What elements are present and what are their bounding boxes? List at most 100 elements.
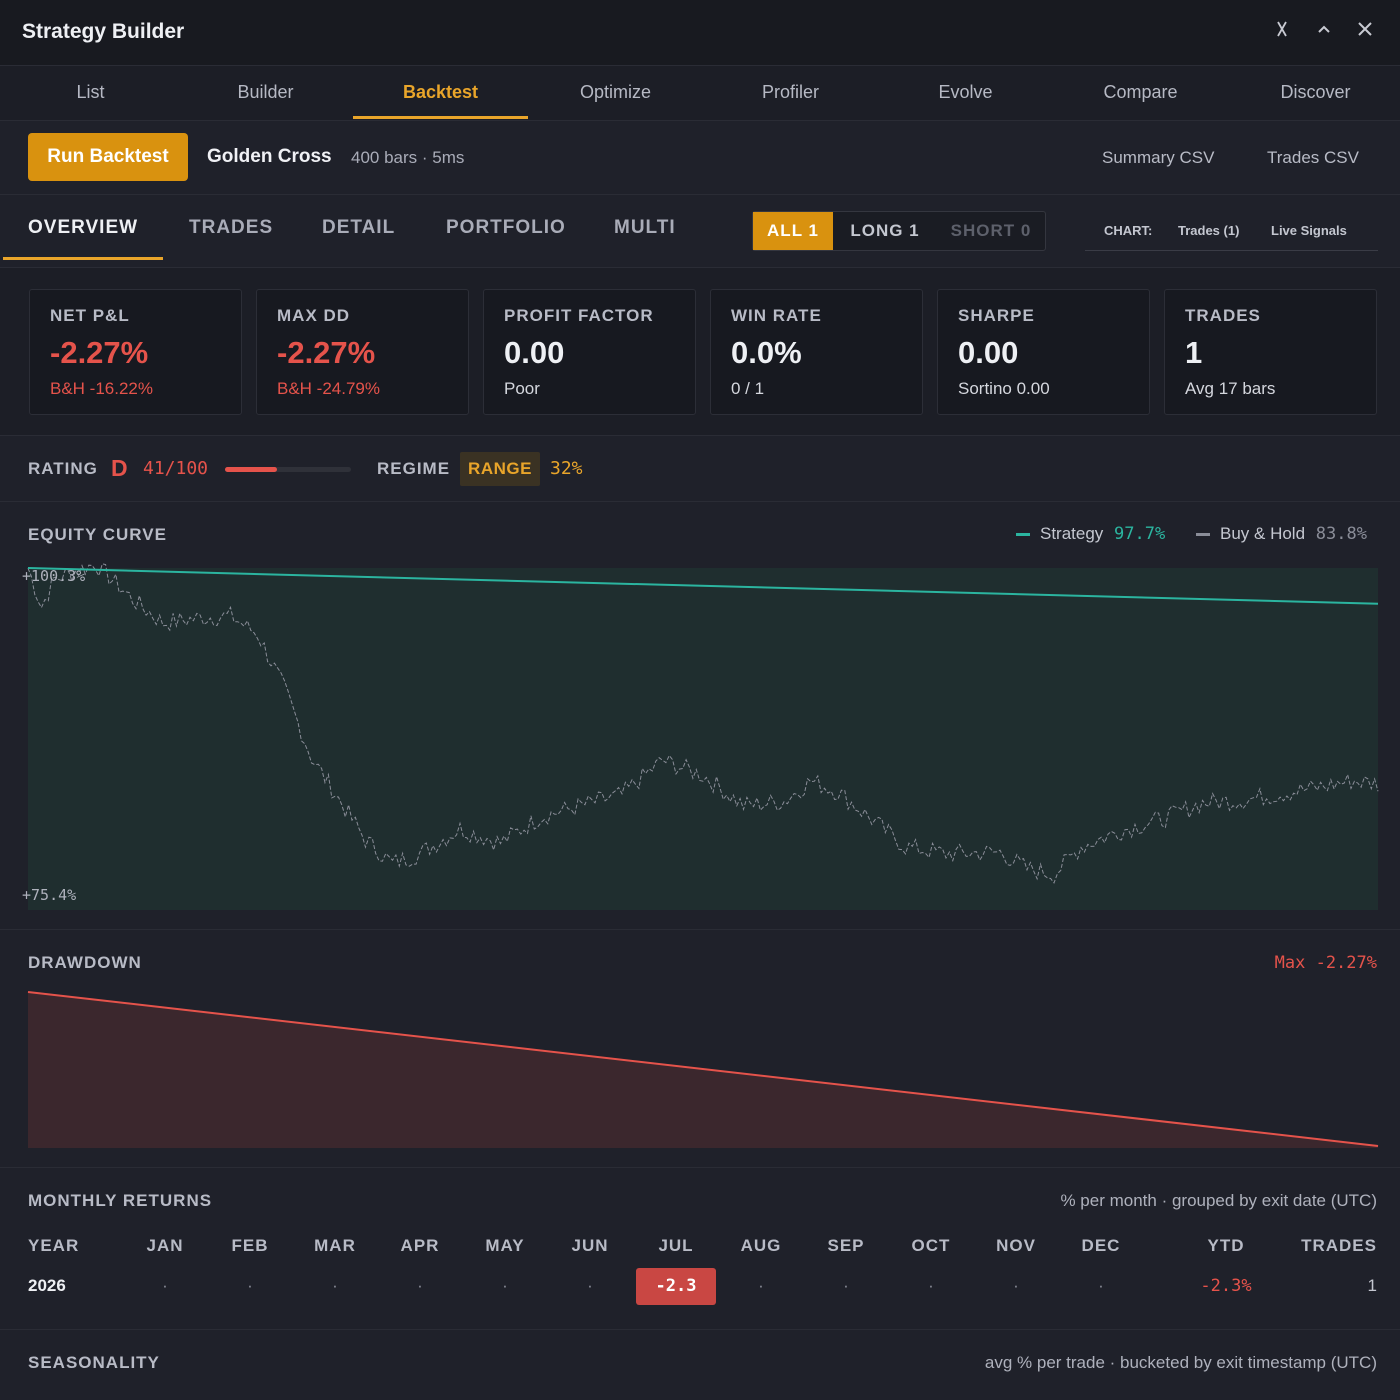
sub-tabs: OVERVIEW TRADES DETAIL PORTFOLIO MULTI A… <box>0 195 1400 268</box>
trades-csv-button[interactable]: Trades CSV <box>1267 148 1359 167</box>
header-mar: MAR <box>314 1236 356 1255</box>
stat-label: TRADES <box>1185 306 1261 325</box>
header-nov: NOV <box>996 1236 1036 1255</box>
stat-card-sharpe: SHARPE 0.00 Sortino 0.00 <box>937 289 1150 415</box>
cell-oct: · <box>928 1276 934 1295</box>
drawdown-panel: DRAWDOWN Max -2.27% <box>0 930 1400 1168</box>
strategy-area <box>28 568 1378 910</box>
equity-title: EQUITY CURVE <box>28 525 167 544</box>
tab-optimize[interactable]: Optimize <box>579 82 651 102</box>
row-year: 2026 <box>28 1276 66 1295</box>
header-dec: DEC <box>1081 1236 1121 1255</box>
stat-value: 0.00 <box>958 335 1019 370</box>
legend-strategy-swatch <box>1016 533 1030 537</box>
seasonality-note: avg % per trade · bucketed by exit times… <box>984 1353 1377 1372</box>
cell-jul: -2.3 <box>636 1268 716 1305</box>
chart-trades-toggle[interactable]: Trades (1) <box>1178 223 1240 238</box>
header-may: MAY <box>485 1236 525 1255</box>
stat-card-trades: TRADES 1 Avg 17 bars <box>1164 289 1377 415</box>
chart-label: CHART: <box>1104 223 1153 238</box>
tab-discover[interactable]: Discover <box>1280 82 1351 102</box>
run-backtest-button[interactable]: Run Backtest <box>28 133 188 181</box>
rating-bar-fill <box>225 467 277 472</box>
header-jul: JUL <box>658 1236 694 1255</box>
tab-builder[interactable]: Builder <box>237 82 294 102</box>
legend-buy-hold-pct: 83.8% <box>1315 524 1367 544</box>
seasonality-panel: SEASONALITY avg % per trade · bucketed b… <box>0 1330 1400 1400</box>
stat-sub: Avg 17 bars <box>1185 379 1276 398</box>
cell-trades: 1 <box>1367 1276 1377 1295</box>
strategy-line <box>27 567 1379 605</box>
rating-score: 41/100 <box>143 458 209 479</box>
rating-grade: D <box>111 455 128 481</box>
stat-label: NET P&L <box>50 306 130 325</box>
tab-backtest[interactable]: Backtest <box>353 66 528 121</box>
subtab-detail[interactable]: DETAIL <box>322 217 396 238</box>
cell-jan: · <box>162 1276 168 1295</box>
subtab-trades[interactable]: TRADES <box>189 217 274 238</box>
chevron-up-icon[interactable] <box>1310 18 1338 44</box>
stat-cards: NET P&L -2.27% B&H -16.22% MAX DD -2.27%… <box>0 268 1400 436</box>
rating-label: RATING <box>28 459 98 478</box>
subtab-multi[interactable]: MULTI <box>614 217 676 238</box>
header-jun: JUN <box>571 1236 609 1255</box>
cell-aug: · <box>758 1276 764 1295</box>
equity-curve-panel: EQUITY CURVE Strategy 97.7% Buy & Hold 8… <box>0 502 1400 930</box>
filter-short[interactable]: SHORT 0 <box>950 221 1032 240</box>
legend-strategy: Strategy 97.7% <box>1016 524 1165 544</box>
header-oct: OCT <box>911 1236 951 1255</box>
monthly-note: % per month · grouped by exit date (UTC) <box>1060 1191 1377 1210</box>
window-title: Strategy Builder <box>22 20 185 43</box>
filter-all[interactable]: ALL 1 <box>753 212 833 250</box>
stat-sub: B&H -24.79% <box>277 379 380 398</box>
stat-label: MAX DD <box>277 306 351 325</box>
active-tab-indicator <box>3 257 163 260</box>
legend-buy-hold-swatch <box>1196 533 1210 537</box>
stat-card-win-rate: WIN RATE 0.0% 0 / 1 <box>710 289 923 415</box>
tab-evolve[interactable]: Evolve <box>938 82 993 102</box>
drawdown-title: DRAWDOWN <box>28 953 142 972</box>
cell-jun: · <box>587 1276 593 1295</box>
stat-value: -2.27% <box>277 335 376 370</box>
main-tabs: List Builder Backtest Optimize Profiler … <box>0 66 1400 121</box>
header-feb: FEB <box>231 1236 269 1255</box>
drawdown-chart <box>27 991 1379 1148</box>
equity-chart <box>27 563 1379 910</box>
cell-feb: · <box>247 1276 253 1295</box>
stat-value: 1 <box>1185 335 1203 370</box>
stat-value: 0.00 <box>504 335 565 370</box>
buy-hold-line <box>27 563 1379 884</box>
chart-options: CHART: Trades (1) Live Signals <box>1085 211 1378 251</box>
filter-long[interactable]: LONG 1 <box>850 221 920 240</box>
close-icon[interactable] <box>1351 18 1379 44</box>
subtab-portfolio[interactable]: PORTFOLIO <box>446 217 566 238</box>
tab-list[interactable]: List <box>76 82 105 102</box>
y-axis-top-label: +100.3% <box>22 567 86 585</box>
y-axis-bottom-label: +75.4% <box>22 886 77 904</box>
stat-sub: 0 / 1 <box>731 379 765 398</box>
rating-bar <box>225 467 351 472</box>
header-year: YEAR <box>28 1236 80 1255</box>
seasonality-title: SEASONALITY <box>28 1353 160 1372</box>
subtab-overview[interactable]: OVERVIEW <box>28 217 139 238</box>
summary-csv-button[interactable]: Summary CSV <box>1102 148 1215 167</box>
regime-label: REGIME <box>377 459 451 478</box>
cell-may: · <box>502 1276 508 1295</box>
legend-strategy-label: Strategy <box>1040 524 1104 543</box>
cell-sep: · <box>843 1276 849 1295</box>
tab-compare[interactable]: Compare <box>1103 82 1178 102</box>
cell-ytd: -2.3% <box>1200 1276 1252 1296</box>
monthly-returns-panel: MONTHLY RETURNS % per month · grouped by… <box>0 1168 1400 1330</box>
header-sep: SEP <box>827 1236 865 1255</box>
stat-label: PROFIT FACTOR <box>504 306 654 325</box>
stat-label: WIN RATE <box>731 306 822 325</box>
cell-nov: · <box>1013 1276 1019 1295</box>
legend-buy-hold: Buy & Hold 83.8% <box>1196 524 1367 544</box>
stat-sub: Poor <box>504 379 540 398</box>
stat-label: SHARPE <box>958 306 1035 325</box>
header-aug: AUG <box>740 1236 782 1255</box>
pin-icon[interactable] <box>1268 18 1296 44</box>
tab-profiler[interactable]: Profiler <box>761 82 819 102</box>
header-jan: JAN <box>146 1236 184 1255</box>
chart-live-signals-toggle[interactable]: Live Signals <box>1271 223 1347 238</box>
